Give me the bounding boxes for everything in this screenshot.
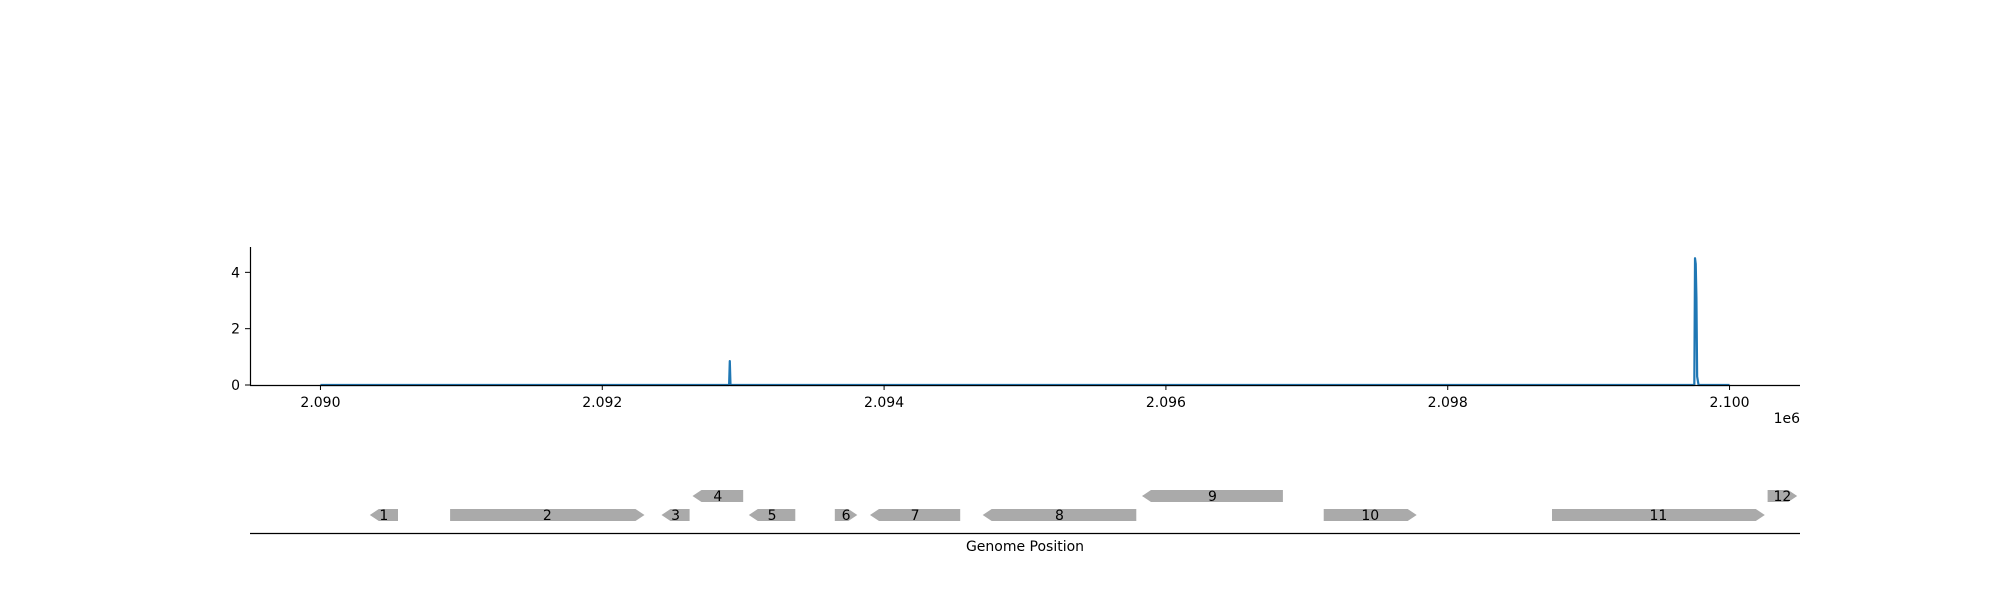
gene-arrow-9 (1142, 490, 1283, 502)
gene-arrow-5 (748, 509, 796, 521)
signal-line-1 (320, 257, 1730, 387)
gene-label-11: 11 (1649, 508, 1667, 524)
gene-label-12: 12 (1773, 489, 1791, 505)
gene-arrow-7 (870, 509, 961, 521)
gene-arrow-3 (661, 509, 690, 521)
x-tick-label: 2.096 (1146, 395, 1186, 411)
gene-label-7: 7 (911, 508, 920, 524)
gene-arrow-12 (1767, 490, 1798, 502)
gene-arrow-1 (369, 509, 398, 521)
gene-label-5: 5 (768, 508, 777, 524)
x-axis-multiplier: 1e6 (1774, 411, 1801, 427)
y-tick-label: 4 (231, 265, 240, 281)
gene-label-10: 10 (1361, 508, 1379, 524)
x-tick-label: 2.100 (1709, 395, 1749, 411)
gene-label-3: 3 (671, 508, 680, 524)
gene-arrow-2 (450, 509, 645, 521)
x-tick-label: 2.090 (300, 395, 340, 411)
x-tick-label: 2.098 (1428, 395, 1468, 411)
gene-label-1: 1 (379, 508, 388, 524)
x-tick-label: 2.094 (864, 395, 904, 411)
signal-plot-panel: 2.090 2.092 2.094 2.096 2.098 2.100 0 2 4 1e6 (231, 247, 1800, 427)
gene-label-9: 9 (1208, 489, 1217, 505)
x-axis-label: Genome Position (966, 539, 1084, 555)
y-tick-label: 2 (231, 322, 240, 338)
gene-arrow-10 (1323, 509, 1417, 521)
gene-arrow-11 (1552, 509, 1765, 521)
gene-label-4: 4 (713, 489, 722, 505)
x-tick-label: 2.092 (582, 395, 622, 411)
y-tick-group: 0 2 4 (231, 265, 250, 394)
gene-label-2: 2 (543, 508, 552, 524)
gene-arrow-6 (834, 509, 858, 521)
x-tick-group: 2.090 2.092 2.094 2.096 2.098 2.100 (300, 385, 1750, 411)
gene-arrow-8 (982, 509, 1137, 521)
y-tick-label: 0 (231, 378, 240, 394)
signal-series-group (320, 257, 1730, 387)
gene-label-6: 6 (842, 508, 851, 524)
gene-label-8: 8 (1055, 508, 1064, 524)
gene-arrow-4 (692, 490, 744, 502)
